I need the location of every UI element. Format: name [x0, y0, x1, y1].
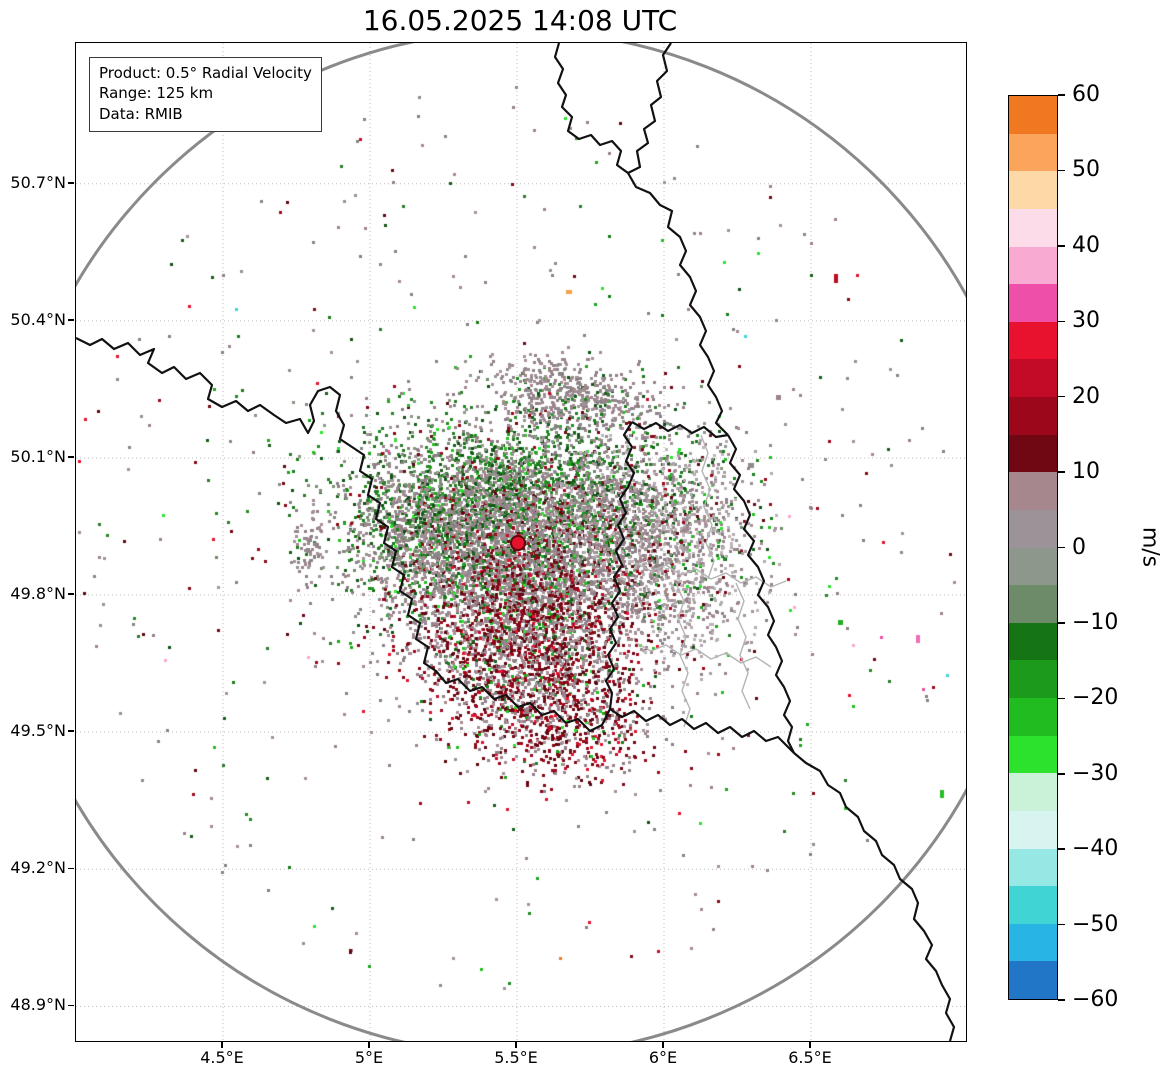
x-tick-mark [515, 1041, 517, 1048]
colorbar-tick-label: 10 [1072, 459, 1100, 485]
colorbar-segment [1009, 660, 1057, 698]
x-tick-mark [809, 1041, 811, 1048]
colorbar-tick-label: 60 [1072, 82, 1100, 107]
colorbar-tick-label: −60 [1072, 987, 1119, 1012]
colorbar-tick-mark [1058, 999, 1065, 1001]
colorbar-segment [1009, 359, 1057, 397]
colorbar-segment [1009, 96, 1057, 134]
colorbar-tick-mark [1058, 697, 1065, 700]
colorbar-tick-label: −50 [1072, 911, 1119, 937]
country-border [609, 708, 795, 754]
colorbar-segment [1009, 434, 1057, 473]
info-range-line: Range: 125 km [99, 84, 214, 103]
colorbar-segment [1009, 284, 1057, 322]
info-product-line: Product: 0.5° Radial Velocity [99, 64, 312, 82]
colorbar-tick-mark [1058, 245, 1065, 247]
radar-site-dot [510, 535, 526, 551]
colorbar-segment [1009, 246, 1057, 285]
colorbar-segment [1009, 923, 1057, 962]
colorbar-tick-label: 40 [1072, 232, 1100, 258]
country-border [631, 421, 729, 439]
y-tick-mark [68, 319, 74, 321]
colorbar-tick-mark [1058, 546, 1065, 549]
x-tick-label: 6°E [648, 1048, 678, 1067]
colorbar-segment [1009, 848, 1057, 887]
x-tick-mark [662, 1041, 664, 1048]
colorbar-segment [1009, 961, 1057, 999]
colorbar-tick-label: 30 [1072, 308, 1100, 334]
country-border [604, 421, 636, 710]
colorbar-segment [1009, 773, 1057, 811]
colorbar-segment [1009, 698, 1057, 736]
x-tick-label: 5°E [354, 1048, 384, 1067]
colorbar-segment [1009, 622, 1057, 661]
map-plot-area: Product: 0.5° Radial Velocity Range: 125… [75, 42, 967, 1042]
y-tick-mark [68, 867, 74, 869]
x-tick-label: 5.5°E [494, 1048, 538, 1067]
colorbar-tick-mark [1058, 169, 1065, 172]
map-borders-layer [76, 43, 966, 1041]
colorbar-segment [1009, 397, 1057, 435]
colorbar-tick-mark [1058, 773, 1065, 775]
colorbar-segment [1009, 208, 1057, 247]
colorbar-segment [1009, 735, 1057, 774]
y-tick-label: 49.2°N [10, 858, 66, 878]
y-tick-mark [68, 730, 74, 732]
colorbar-tick-mark [1058, 923, 1065, 926]
district-border [700, 434, 715, 580]
colorbar-unit-label: m/s [1137, 526, 1163, 568]
product-info-box: Product: 0.5° Radial Velocity Range: 125… [89, 57, 322, 132]
x-tick-label: 6.5°E [788, 1048, 832, 1067]
colorbar-segment [1009, 886, 1057, 924]
velocity-colorbar [1008, 95, 1058, 1000]
colorbar-segment [1009, 547, 1057, 586]
colorbar-tick-mark [1058, 395, 1065, 398]
colorbar-tick-label: 50 [1072, 157, 1100, 183]
colorbar-tick-label: −40 [1072, 836, 1119, 862]
y-tick-mark [68, 182, 74, 184]
district-border [675, 582, 691, 728]
colorbar-tick-label: −10 [1072, 609, 1119, 635]
y-tick-mark [68, 1004, 74, 1007]
colorbar-tick-mark [1058, 94, 1065, 96]
y-tick-label: 49.8°N [10, 584, 66, 604]
colorbar-segment [1009, 509, 1057, 548]
y-tick-label: 50.4°N [10, 309, 66, 329]
y-tick-label: 50.1°N [10, 446, 66, 466]
y-tick-mark [68, 593, 74, 595]
colorbar-tick-mark [1058, 471, 1065, 473]
x-tick-label: 4.5°E [200, 1048, 244, 1067]
colorbar-tick-label: 20 [1072, 383, 1100, 409]
x-tick-mark [221, 1041, 223, 1048]
x-tick-mark [368, 1041, 370, 1048]
y-tick-label: 50.7°N [10, 172, 66, 192]
colorbar-segment [1009, 810, 1057, 849]
country-border [553, 43, 672, 175]
colorbar-segment [1009, 585, 1057, 623]
country-border [793, 752, 956, 1041]
plot-title: 16.05.2025 14:08 UTC [362, 4, 678, 37]
district-border [735, 582, 751, 710]
colorbar-tick-label: −30 [1072, 760, 1119, 786]
colorbar-segment [1009, 171, 1057, 209]
colorbar-tick-label: 0 [1072, 534, 1086, 560]
colorbar-segment [1009, 133, 1057, 172]
colorbar-tick-mark [1058, 622, 1065, 624]
info-data-line: Data: RMIB [99, 104, 183, 123]
colorbar-tick-label: −20 [1072, 685, 1119, 711]
colorbar-tick-mark [1058, 320, 1065, 322]
district-border [635, 642, 772, 668]
colorbar-segment [1009, 321, 1057, 360]
y-tick-label: 48.9°N [10, 995, 66, 1015]
y-tick-label: 49.5°N [10, 721, 66, 741]
colorbar-segment [1009, 472, 1057, 510]
colorbar-tick-mark [1058, 848, 1065, 850]
country-border [76, 337, 611, 733]
country-border [627, 172, 729, 436]
country-border [727, 434, 795, 754]
district-border [635, 562, 787, 588]
y-tick-mark [68, 456, 74, 458]
